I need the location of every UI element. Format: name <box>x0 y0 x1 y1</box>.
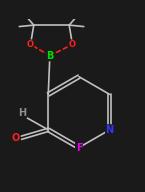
Text: O: O <box>69 40 76 49</box>
Text: B: B <box>46 51 54 61</box>
Text: N: N <box>106 125 114 135</box>
Text: O: O <box>12 133 20 143</box>
Text: O: O <box>27 40 34 49</box>
Text: H: H <box>18 108 27 118</box>
Text: F: F <box>76 142 82 153</box>
